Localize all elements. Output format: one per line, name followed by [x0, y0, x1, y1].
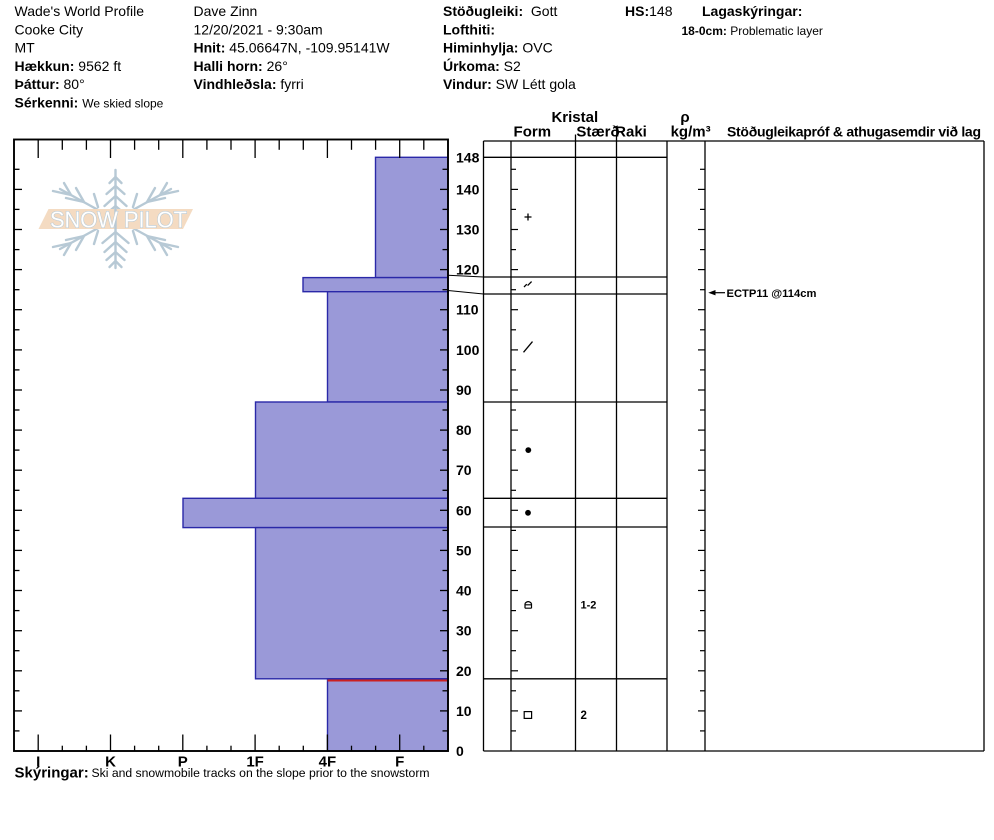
svg-text:Lagaskýringar:: Lagaskýringar: — [702, 3, 802, 19]
svg-text:60: 60 — [456, 502, 472, 518]
svg-text:18-0cm: Problematic layer: 18-0cm: Problematic layer — [682, 24, 823, 38]
svg-text:50: 50 — [456, 542, 472, 558]
svg-text:Lofthiti:: Lofthiti: — [443, 21, 495, 37]
svg-text:Cooke City: Cooke City — [15, 21, 83, 37]
svg-text:MT: MT — [15, 40, 36, 56]
svg-text:1F: 1F — [246, 754, 264, 771]
svg-text:Sérkenni: We skied slope: Sérkenni: We skied slope — [15, 94, 164, 110]
svg-text:kg/m³: kg/m³ — [671, 124, 711, 141]
svg-text:Wade's World Profile: Wade's World Profile — [15, 3, 145, 19]
svg-text:100: 100 — [456, 342, 480, 358]
svg-text:Stöðugleikapróf & athugasemdir: Stöðugleikapróf & athugasemdir við lag — [727, 124, 981, 140]
svg-text:F: F — [395, 754, 404, 771]
svg-text:120: 120 — [456, 262, 480, 278]
svg-text:10: 10 — [456, 703, 472, 719]
svg-text:I: I — [36, 754, 40, 771]
svg-text:148: 148 — [456, 149, 480, 165]
svg-text:Ski and snowmobile tracks on t: Ski and snowmobile tracks on the slope p… — [92, 766, 430, 780]
svg-text:110: 110 — [456, 302, 479, 318]
svg-text:Kristal: Kristal — [551, 109, 598, 126]
svg-text:70: 70 — [456, 462, 472, 478]
svg-text:20: 20 — [456, 663, 472, 679]
svg-text:12/20/2021 - 9:30am: 12/20/2021 - 9:30am — [194, 21, 323, 37]
svg-text:Raki: Raki — [615, 124, 647, 141]
svg-text:ECTP11 @114cm: ECTP11 @114cm — [727, 288, 817, 300]
svg-text:2: 2 — [581, 710, 587, 722]
svg-text:SNOW PILOT: SNOW PILOT — [50, 207, 187, 233]
svg-text:130: 130 — [456, 222, 480, 238]
svg-text:Þáttur: 80°: Þáttur: 80° — [15, 76, 85, 92]
svg-text:Skýringar:: Skýringar: — [15, 765, 89, 782]
svg-text:Halli horn: 26°: Halli horn: 26° — [194, 58, 288, 74]
svg-text:Vindhleðsla: fyrri: Vindhleðsla: fyrri — [194, 76, 304, 92]
svg-text:ρ: ρ — [680, 109, 689, 126]
svg-text:Hækkun: 9562 ft: Hækkun: 9562 ft — [15, 58, 122, 74]
svg-text:140: 140 — [456, 181, 480, 197]
svg-text:40: 40 — [456, 583, 472, 599]
svg-text:0: 0 — [456, 743, 464, 759]
svg-text:HS:148: HS:148 — [625, 3, 673, 19]
svg-text:90: 90 — [456, 382, 472, 398]
svg-text:K: K — [105, 754, 116, 771]
svg-text:Vindur: SW Létt gola: Vindur: SW Létt gola — [443, 76, 576, 92]
svg-text:4F: 4F — [319, 754, 337, 771]
svg-text:1-2: 1-2 — [581, 599, 597, 611]
svg-text:Stærð: Stærð — [576, 124, 619, 141]
svg-text:80: 80 — [456, 422, 472, 438]
svg-text:30: 30 — [456, 623, 472, 639]
svg-text:Hnit: 45.06647N, -109.95141W: Hnit: 45.06647N, -109.95141W — [194, 40, 391, 56]
svg-text:Stöðugleiki: Gott: Stöðugleiki: Gott — [443, 3, 557, 19]
svg-text:Form: Form — [514, 124, 552, 141]
svg-text:Dave Zinn: Dave Zinn — [194, 3, 258, 19]
svg-text:Himinhylja: OVC: Himinhylja: OVC — [443, 40, 553, 56]
svg-text:Úrkoma: S2: Úrkoma: S2 — [443, 57, 521, 74]
svg-text:P: P — [178, 754, 188, 771]
